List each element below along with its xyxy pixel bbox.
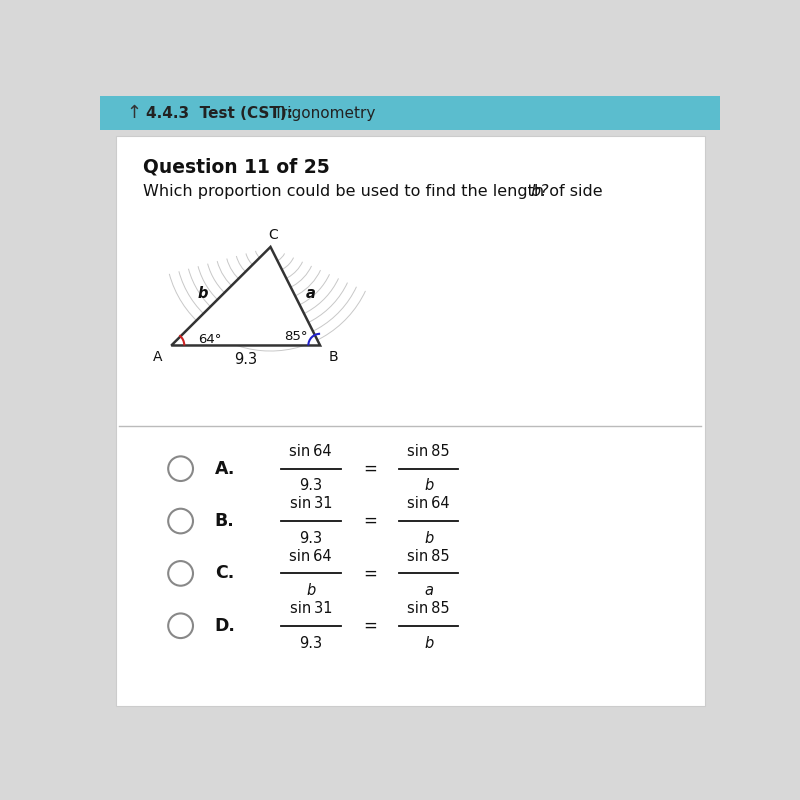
Text: =: = [362,512,377,530]
Text: Question 11 of 25: Question 11 of 25 [143,158,330,176]
Text: A.: A. [214,460,235,478]
Text: b: b [424,478,434,494]
Text: B.: B. [214,512,234,530]
Circle shape [168,561,193,586]
Text: 9.3: 9.3 [234,351,258,366]
Text: B: B [329,350,338,363]
Text: sin 85: sin 85 [407,549,450,564]
Text: =: = [362,617,377,634]
Text: b?: b? [531,184,550,199]
Polygon shape [171,247,320,346]
Text: b: b [197,286,207,301]
Text: 9.3: 9.3 [299,530,322,546]
Text: b: b [306,583,315,598]
Text: 64°: 64° [198,333,222,346]
Text: D.: D. [214,617,235,634]
Circle shape [168,614,193,638]
Circle shape [168,456,193,481]
Text: Which proportion could be used to find the length of side: Which proportion could be used to find t… [143,184,608,199]
Text: 9.3: 9.3 [299,635,322,650]
Text: =: = [362,460,377,478]
Text: b: b [424,635,434,650]
Text: sin 64: sin 64 [290,444,332,459]
Text: 4.4.3  Test (CST):: 4.4.3 Test (CST): [146,106,294,121]
Text: 9.3: 9.3 [299,478,322,494]
Text: b: b [424,530,434,546]
Text: 85°: 85° [284,330,308,342]
Text: C: C [269,227,278,242]
Text: Trigonometry: Trigonometry [264,106,376,121]
Text: sin 85: sin 85 [407,601,450,616]
Text: sin 64: sin 64 [290,549,332,564]
Text: A: A [153,350,162,363]
Text: =: = [362,565,377,582]
Text: sin 31: sin 31 [290,601,332,616]
Text: ↑: ↑ [126,104,142,122]
Circle shape [168,509,193,534]
Text: C.: C. [214,565,234,582]
Text: sin 64: sin 64 [407,496,450,511]
Text: sin 31: sin 31 [290,496,332,511]
Text: a: a [424,583,433,598]
Text: a: a [306,286,316,301]
Bar [100,96,720,130]
Text: sin 85: sin 85 [407,444,450,459]
